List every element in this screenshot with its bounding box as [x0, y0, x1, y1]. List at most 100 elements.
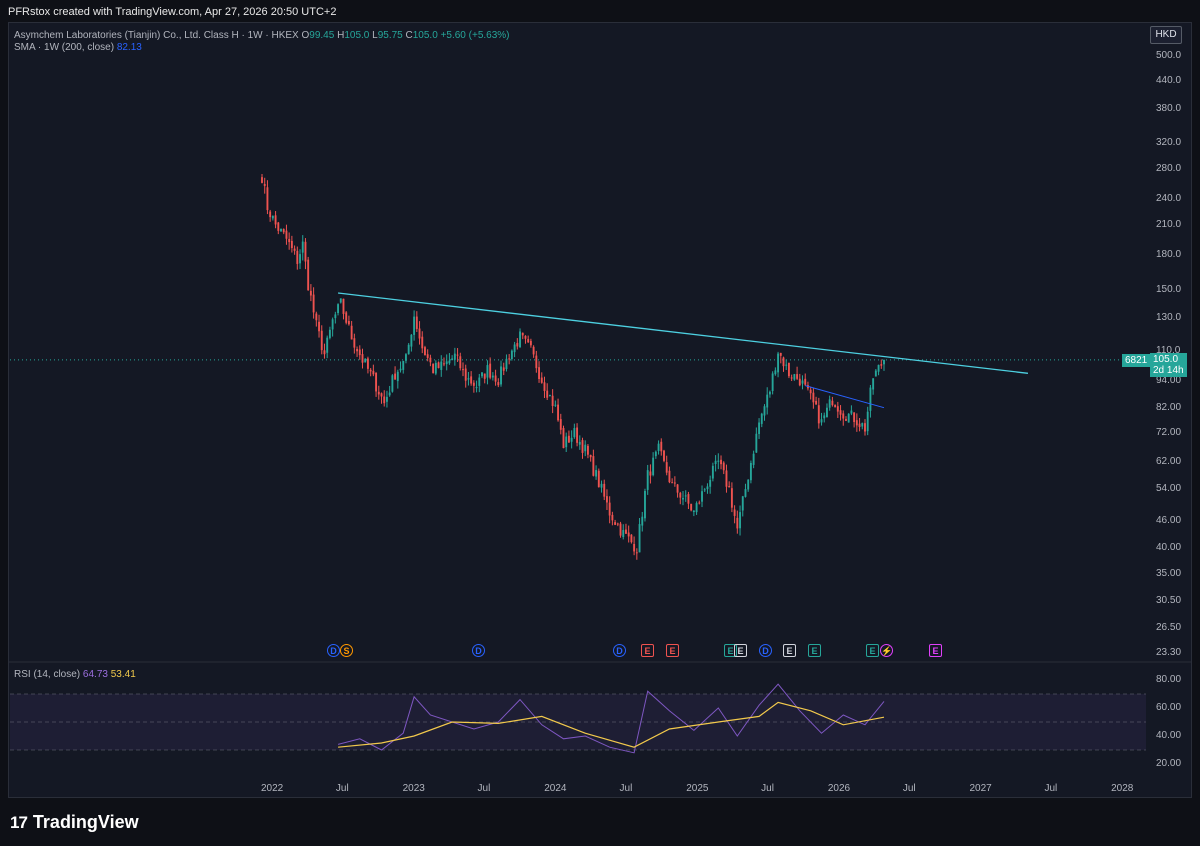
candle-body	[652, 457, 655, 476]
price-tick-label: 440.0	[1156, 74, 1182, 86]
candle-body	[567, 435, 570, 443]
close-value: 105.0	[412, 30, 438, 41]
sma-legend: SMA · 1W (200, close) 82.13	[14, 42, 142, 53]
candle-body	[739, 512, 741, 529]
candle-body	[850, 410, 853, 414]
candle-body	[562, 428, 565, 449]
price-tick-label: 180.0	[1156, 248, 1182, 260]
dividend-icon[interactable]: D	[759, 644, 772, 657]
candle-body	[836, 406, 839, 412]
candle-body	[434, 362, 437, 374]
candle-body	[415, 316, 418, 329]
currency-button[interactable]: HKD	[1150, 26, 1182, 44]
earnings-icon[interactable]: E	[783, 644, 796, 657]
candle-body	[758, 422, 761, 434]
rsi-tick-label: 60.00	[1156, 702, 1182, 713]
split-icon[interactable]: S	[340, 644, 353, 657]
candle-body	[774, 370, 777, 375]
symbol-name: Asymchem Laboratories (Tianjin) Co., Ltd…	[14, 30, 299, 41]
time-tick-label: 2023	[402, 783, 425, 794]
dividend-icon[interactable]: D	[327, 644, 340, 657]
candle-body	[641, 516, 644, 526]
candle-body	[356, 349, 359, 352]
time-tick-label: Jul	[902, 783, 916, 794]
candle-body	[714, 460, 717, 465]
candle-body	[635, 552, 638, 554]
candle-body	[649, 471, 652, 476]
sma-line	[805, 385, 885, 409]
candle-body	[633, 543, 636, 552]
candle-body	[722, 462, 725, 471]
price-tick-label: 72.00	[1156, 427, 1182, 439]
time-tick-label: 2025	[686, 783, 709, 794]
price-tick-label: 320.0	[1156, 136, 1182, 148]
candle-body	[608, 502, 611, 516]
candle-body	[883, 359, 885, 365]
earnings-icon[interactable]: E	[734, 644, 747, 657]
candle-body	[548, 394, 551, 396]
candle-body	[565, 436, 568, 448]
change-value: +5.60 (+5.63%)	[440, 30, 510, 41]
candle-body	[312, 294, 315, 313]
candle-body	[470, 376, 473, 384]
earnings-icon[interactable]: E	[808, 644, 821, 657]
sma-value: 82.13	[116, 42, 142, 53]
candle-body	[741, 496, 744, 511]
candle-body	[366, 358, 369, 369]
price-tick-label: 54.00	[1156, 483, 1182, 495]
flash-icon[interactable]: ⚡	[880, 644, 893, 657]
candle-body	[603, 483, 606, 497]
candle-body	[358, 349, 361, 356]
candle-body	[347, 321, 350, 325]
high-value: 105.0	[344, 30, 370, 41]
candle-body	[657, 443, 660, 451]
candle-body	[508, 358, 511, 360]
candle-body	[440, 361, 443, 370]
candle-body	[749, 463, 752, 481]
candle-body	[817, 405, 820, 424]
open-value: 99.45	[309, 30, 335, 41]
candle-body	[410, 334, 413, 347]
candle-body	[481, 372, 483, 377]
candle-body	[437, 362, 440, 369]
time-tick-label: 2027	[969, 783, 992, 794]
candle-body	[369, 369, 372, 372]
candle-body	[589, 454, 592, 458]
time-tick-label: Jul	[761, 783, 774, 794]
candle-body	[527, 339, 530, 343]
dividend-icon[interactable]: D	[472, 644, 485, 657]
candle-body	[299, 254, 301, 264]
candle-body	[570, 437, 573, 442]
candle-body	[519, 331, 521, 348]
candle-body	[869, 387, 872, 411]
time-tick-label: Jul	[619, 783, 633, 794]
price-tick-label: 26.50	[1156, 621, 1182, 633]
candle-body	[483, 373, 486, 379]
open-label: O	[301, 30, 310, 41]
candle-body	[728, 486, 731, 488]
earnings-icon[interactable]: E	[724, 644, 737, 657]
tradingview-footer[interactable]: 17 TradingView	[10, 812, 139, 833]
candle-body	[554, 404, 557, 406]
candle-body	[424, 347, 426, 356]
rsi-ma-line	[338, 701, 885, 748]
earnings-icon[interactable]: E	[929, 644, 942, 657]
candle-body	[877, 364, 880, 372]
earnings-icon[interactable]: E	[666, 644, 679, 657]
candle-body	[834, 405, 837, 408]
dividend-icon[interactable]: D	[613, 644, 626, 657]
candle-body	[421, 336, 424, 349]
chart-panel[interactable]	[8, 22, 1192, 798]
candle-body	[736, 517, 739, 529]
earnings-icon[interactable]: E	[866, 644, 879, 657]
candle-body	[293, 248, 296, 251]
candle-body	[777, 353, 780, 373]
earnings-icon[interactable]: E	[641, 644, 654, 657]
price-tick-label: 40.00	[1156, 541, 1182, 553]
candle-body	[847, 413, 850, 423]
candle-body	[540, 377, 543, 383]
candle-body	[309, 290, 312, 296]
candle-body	[315, 313, 318, 321]
